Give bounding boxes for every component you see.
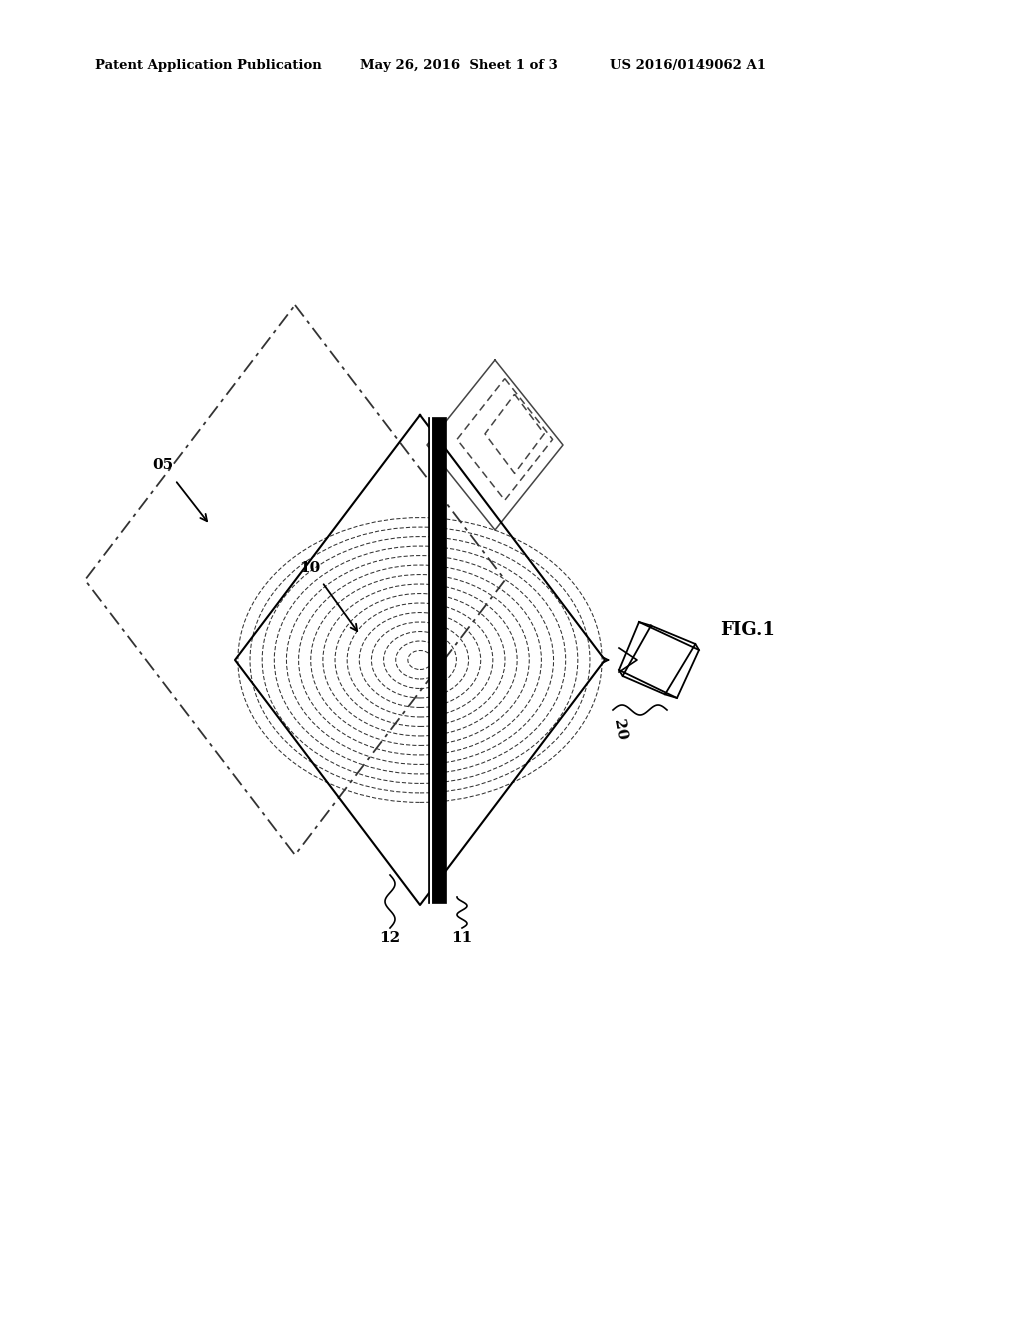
- Text: 20: 20: [611, 718, 629, 742]
- Text: 05: 05: [153, 458, 173, 473]
- Text: May 26, 2016  Sheet 1 of 3: May 26, 2016 Sheet 1 of 3: [360, 58, 558, 71]
- Text: 10: 10: [299, 561, 321, 576]
- Text: 12: 12: [380, 931, 400, 945]
- Text: 11: 11: [452, 931, 473, 945]
- Text: Patent Application Publication: Patent Application Publication: [95, 58, 322, 71]
- Text: US 2016/0149062 A1: US 2016/0149062 A1: [610, 58, 766, 71]
- Text: FIG.1: FIG.1: [720, 620, 775, 639]
- Polygon shape: [428, 417, 445, 903]
